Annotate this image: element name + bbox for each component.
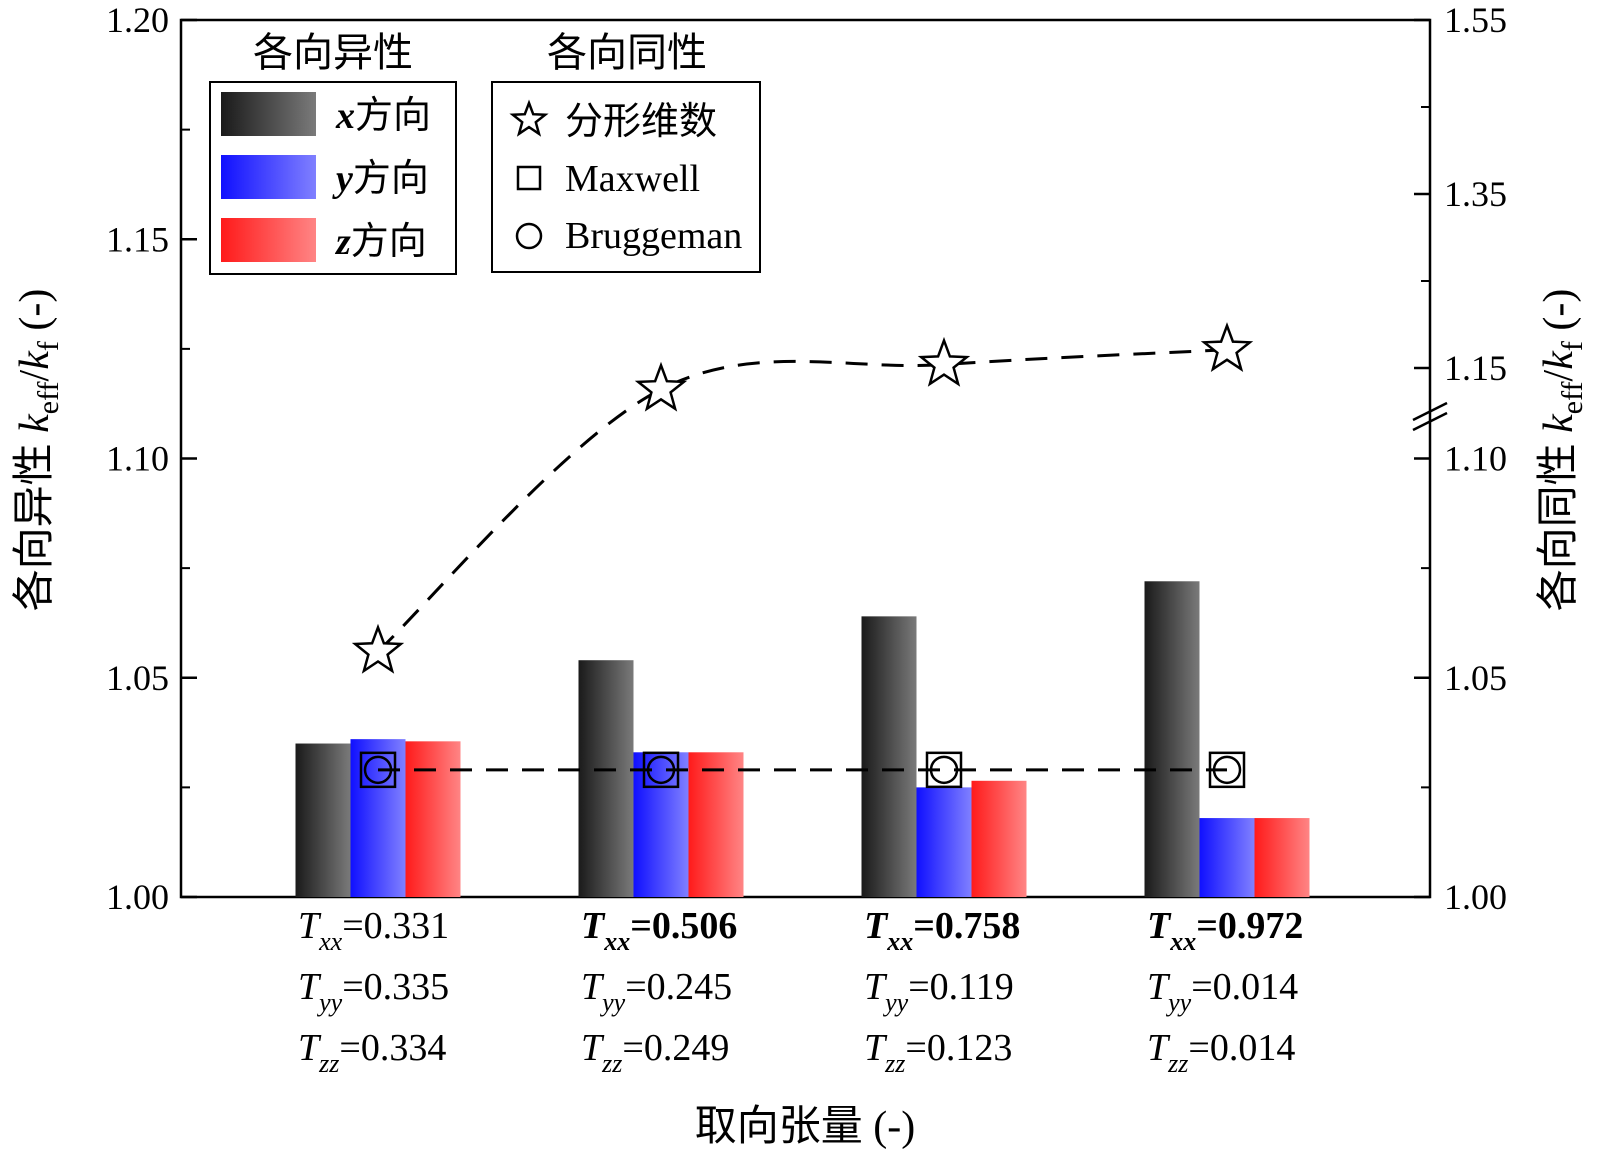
bruggeman-point-0 <box>363 755 393 785</box>
maxwell-point-3 <box>1208 751 1246 789</box>
left-tick-label: 1.00 <box>106 877 169 917</box>
bar-y-0 <box>350 739 406 897</box>
fractal-line <box>376 348 1228 653</box>
bar-z-1 <box>688 752 744 897</box>
category-label-1-zz_sub: Tzz=0.249 <box>581 1027 729 1078</box>
left-tick-label: 1.05 <box>106 658 169 698</box>
legend-circle-icon <box>515 222 543 250</box>
legend-swatch-x <box>221 92 316 136</box>
category-label-0-zz_sub: Tzz=0.334 <box>298 1027 446 1078</box>
bar-z-3 <box>1254 818 1310 897</box>
bar-x-3 <box>1144 581 1200 897</box>
legend-label-bruggeman: Bruggeman <box>565 215 742 257</box>
legend-isotropic-title: 各向同性 <box>547 30 707 75</box>
legend-swatch-z <box>221 218 316 262</box>
category-label-0-xx_sub: Txx=0.331 <box>298 905 449 956</box>
legend-anisotropic-box <box>209 81 457 275</box>
legend-label-y: y方向 <box>332 158 429 200</box>
left-y-axis: 1.00 1.05 1.10 1.15 1.20 <box>106 0 197 917</box>
right-y-axis: 1.00 1.05 1.10 1.15 1.35 1.55 <box>1414 0 1507 917</box>
left-tick-label: 1.15 <box>106 219 169 259</box>
legend-label-z: z方向 <box>334 221 427 263</box>
legend-isotropic-box <box>491 81 761 273</box>
category-label-2-zz_sub: Tzz=0.123 <box>864 1027 1012 1078</box>
bar-z-0 <box>405 741 461 897</box>
category-label-3-yy_sub: Tyy=0.014 <box>1147 966 1298 1017</box>
category-label-1-xx_sub: Txx=0.506 <box>581 905 737 956</box>
legend-anisotropic: 各向异性 x方向 y方向 z方向 <box>209 30 457 275</box>
bruggeman-point-2 <box>929 755 959 785</box>
legend-label-maxwell: Maxwell <box>565 158 700 200</box>
star-point-0 <box>351 623 405 674</box>
category-label-3-zz_sub: Tzz=0.014 <box>1147 1027 1295 1078</box>
category-labels: Txx=0.331 Tyy=0.335 Tzz=0.334 Txx=0.506 Tyy=… <box>298 905 1303 1078</box>
star-point-3 <box>1200 322 1254 372</box>
x-axis-title: 取向张量 (-) <box>695 1104 915 1150</box>
category-label-0-yy_sub: Tyy=0.335 <box>298 966 449 1017</box>
legend-square-icon <box>516 165 542 191</box>
category-label-3-xx_sub: Txx=0.972 <box>1147 905 1303 956</box>
bruggeman-point-3 <box>1212 755 1242 785</box>
legend-swatch-y <box>221 155 316 199</box>
bar-x-0 <box>295 743 351 897</box>
bar-y-1 <box>633 752 689 897</box>
right-tick-label: 1.35 <box>1444 174 1507 214</box>
right-tick-label: 1.00 <box>1444 877 1507 917</box>
legend-label-x: x方向 <box>335 95 431 137</box>
maxwell-point-0 <box>359 751 397 789</box>
legend-anisotropic-title: 各向异性 <box>253 30 413 75</box>
right-tick-label: 1.10 <box>1444 439 1507 479</box>
maxwell-point-1 <box>642 751 680 789</box>
bar-y-3 <box>1199 818 1255 897</box>
category-label-1-yy_sub: Tyy=0.245 <box>581 966 732 1017</box>
legend-isotropic: 各向同性 分形维数 Maxwell Bruggeman <box>491 30 761 273</box>
right-tick-label: 1.55 <box>1444 0 1507 40</box>
left-tick-label: 1.10 <box>106 439 169 479</box>
category-label-2-yy_sub: Tyy=0.119 <box>864 966 1014 1017</box>
left-tick-label: 1.20 <box>106 0 169 40</box>
bruggeman-point-1 <box>646 755 676 785</box>
star-point-2 <box>917 336 971 387</box>
left-y-axis-title: 各向异性 keff/kf (-) <box>11 289 65 612</box>
category-label-2-xx_sub: Txx=0.758 <box>864 905 1020 956</box>
right-tick-label: 1.05 <box>1444 658 1507 698</box>
right-y-axis-title: 各向同性 keff/kf (-) <box>1535 289 1589 612</box>
legend-label-fractal: 分形维数 <box>565 101 717 143</box>
bar-x-2 <box>861 616 917 897</box>
legend-star-icon <box>509 99 549 137</box>
bar-x-1 <box>578 660 634 897</box>
bar-y-2 <box>916 787 972 897</box>
star-point-1 <box>634 361 688 412</box>
bars <box>295 581 1310 897</box>
axis-break-mark <box>1412 401 1448 432</box>
bar-z-2 <box>971 780 1027 897</box>
isotropic-markers <box>351 322 1254 789</box>
right-tick-label: 1.15 <box>1444 348 1507 388</box>
isotropic-lines <box>376 348 1228 772</box>
maxwell-point-2 <box>925 751 963 789</box>
